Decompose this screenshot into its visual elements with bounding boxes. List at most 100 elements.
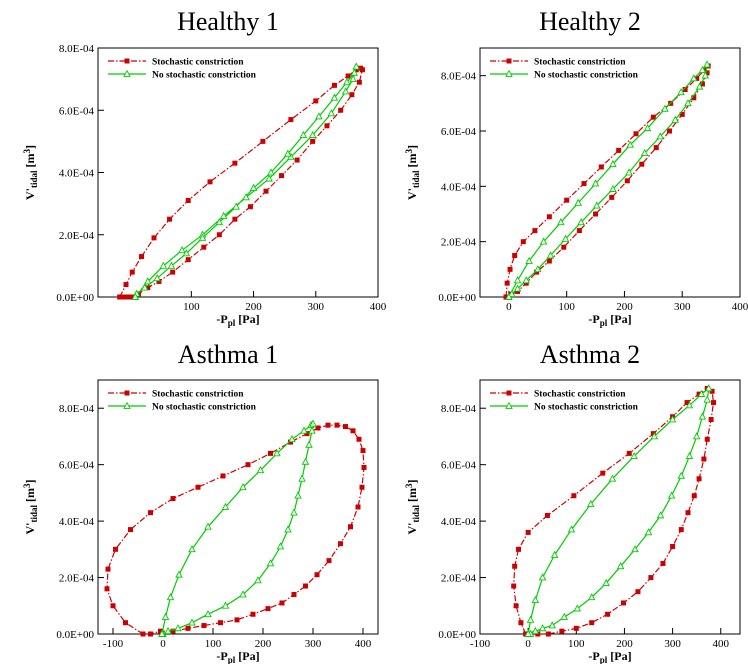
data-point-triangle — [561, 234, 570, 242]
data-point-square — [288, 117, 294, 123]
data-point-triangle — [698, 412, 707, 420]
data-point-square — [620, 600, 626, 606]
legend-marker — [505, 401, 513, 409]
y-tick-label: 6.0E-04 — [59, 460, 95, 472]
data-point-triangle — [698, 65, 707, 73]
data-point-square — [201, 244, 207, 250]
y-axis-label: V'tidal [m3] — [404, 479, 421, 534]
x-tick-label: 400 — [732, 301, 748, 313]
x-tick-label: 100 — [558, 301, 575, 313]
data-point-square — [523, 631, 529, 637]
data-point-square — [170, 269, 176, 275]
data-point-triangle — [671, 115, 680, 123]
data-point-triangle — [690, 74, 698, 82]
data-point-square — [123, 620, 128, 626]
data-point-square — [129, 269, 135, 275]
data-point-square — [265, 606, 271, 612]
data-point-triangle — [548, 621, 556, 629]
data-point-square — [532, 228, 538, 234]
chart-title: Asthma 1 — [178, 340, 278, 369]
data-point-triangle — [631, 545, 639, 553]
data-point-triangle — [341, 87, 350, 95]
data-point-triangle — [242, 193, 250, 201]
data-point-square — [216, 232, 222, 238]
y-tick-label: 6.0E-04 — [441, 460, 477, 472]
legend-label: No stochastic constriction — [152, 71, 257, 81]
data-point-triangle — [239, 482, 247, 491]
data-point-triangle — [284, 525, 292, 533]
data-point-triangle — [667, 491, 676, 499]
data-point-triangle — [265, 174, 273, 182]
chart-title: Asthma 2 — [540, 340, 640, 369]
data-point-triangle — [609, 159, 617, 168]
data-point-square — [694, 75, 700, 81]
plot-frame — [479, 379, 741, 635]
data-point-square — [516, 546, 522, 552]
data-point-triangle — [526, 615, 535, 623]
data-point-triangle — [640, 148, 649, 156]
x-tick-label: 300 — [308, 301, 325, 313]
data-point-triangle — [574, 198, 582, 206]
data-point-triangle — [505, 292, 513, 300]
data-point-triangle — [524, 629, 532, 637]
data-point-triangle — [577, 218, 585, 226]
data-point-triangle — [284, 149, 292, 157]
data-point-triangle — [703, 395, 712, 403]
data-point-square — [633, 131, 639, 137]
data-point-triangle — [560, 612, 569, 620]
data-point-triangle — [188, 618, 196, 626]
y-tick-label: 8.0E-04 — [59, 43, 95, 55]
data-point-triangle — [643, 123, 652, 132]
data-point-square — [518, 620, 524, 626]
data-point-triangle — [522, 276, 530, 284]
data-point-triangle — [140, 283, 149, 291]
x-tick-label: 100 — [568, 638, 585, 650]
data-point-square — [314, 572, 320, 578]
data-point-square — [648, 575, 654, 581]
y-axis-label: V'tidal [m3] — [22, 479, 39, 534]
data-point-square — [156, 278, 162, 284]
legend-marker — [505, 69, 513, 77]
data-point-square — [170, 496, 176, 502]
data-point-triangle — [204, 522, 212, 530]
data-point-triangle — [573, 604, 582, 612]
data-point-triangle — [167, 261, 176, 269]
data-point-square — [129, 294, 135, 300]
data-point-triangle — [153, 274, 161, 282]
plot-frame — [479, 47, 741, 298]
data-point-triangle — [308, 426, 316, 434]
legend-marker — [506, 58, 512, 64]
data-point-triangle — [131, 292, 140, 300]
data-point-square — [511, 583, 517, 589]
data-point-square — [326, 558, 332, 564]
series-line-no-stochastic — [161, 422, 314, 635]
legend-label: Stochastic constriction — [152, 58, 244, 68]
data-point-triangle — [592, 201, 601, 209]
data-point-square — [303, 583, 308, 589]
data-point-triangle — [534, 265, 542, 273]
data-point-square — [220, 473, 226, 479]
data-point-square — [207, 179, 213, 185]
data-point-square — [564, 197, 570, 203]
data-point-square — [512, 253, 518, 258]
data-point-square — [711, 400, 717, 406]
data-point-square — [360, 448, 366, 454]
data-point-square — [361, 464, 367, 470]
data-point-square — [291, 591, 297, 597]
legend-marker — [506, 390, 512, 396]
data-point-triangle — [692, 432, 701, 440]
data-point-triangle — [538, 573, 547, 581]
data-point-square — [356, 436, 362, 442]
data-point-triangle — [609, 184, 617, 192]
data-point-triangle — [650, 432, 659, 440]
data-point-square — [120, 294, 126, 300]
data-point-square — [250, 611, 256, 617]
data-point-triangle — [174, 624, 182, 632]
data-point-triangle — [239, 590, 247, 598]
data-point-triangle — [550, 550, 559, 558]
data-point-triangle — [305, 440, 313, 448]
data-point-square — [294, 157, 300, 163]
data-point-triangle — [677, 88, 685, 96]
y-tick-label: 0.0E+00 — [56, 292, 94, 304]
